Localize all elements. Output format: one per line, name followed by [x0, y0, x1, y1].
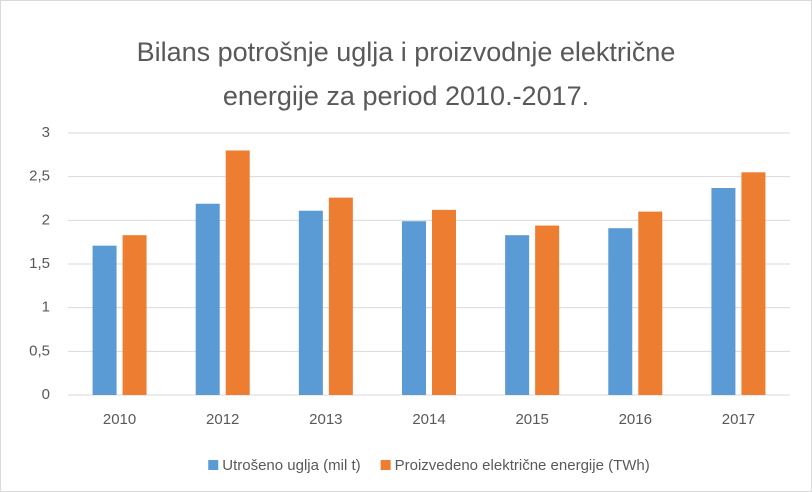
- bar: [122, 235, 147, 395]
- x-tick-label: 2010: [103, 411, 136, 428]
- y-tick-label: 2,5: [29, 168, 50, 185]
- bar: [195, 203, 220, 395]
- x-tick-label: 2017: [722, 411, 755, 428]
- bar: [92, 245, 117, 395]
- bar: [535, 225, 560, 395]
- x-tick-label: 2012: [206, 411, 239, 428]
- x-tick-label: 2015: [515, 411, 548, 428]
- legend-swatch: [208, 460, 219, 470]
- y-tick-label: 0: [42, 386, 50, 403]
- bar: [608, 228, 633, 395]
- bar: [298, 210, 323, 395]
- y-tick-label: 3: [42, 124, 50, 141]
- y-tick-label: 0,5: [29, 342, 50, 359]
- bar: [638, 211, 663, 395]
- y-tick-label: 1,5: [29, 255, 50, 272]
- y-tick-label: 2: [42, 211, 50, 228]
- legend-label: Proizvedeno električne energije (TWh): [395, 457, 650, 474]
- bar: [432, 209, 456, 395]
- x-tick-label: 2014: [412, 411, 445, 428]
- x-tick-label: 2013: [309, 411, 342, 428]
- chart-title: Bilans potrošnje uglja i proizvodnje ele…: [136, 37, 676, 111]
- legend-swatch: [380, 460, 391, 470]
- legend-label: Utrošeno uglja (mil t): [222, 457, 360, 474]
- bar: [225, 150, 250, 395]
- bar: [505, 235, 530, 395]
- x-tick-label: 2016: [619, 411, 652, 428]
- bar: [328, 197, 353, 395]
- bar: [741, 172, 766, 395]
- bar: [402, 221, 426, 395]
- bar: [711, 188, 736, 395]
- y-tick-label: 1: [42, 299, 50, 316]
